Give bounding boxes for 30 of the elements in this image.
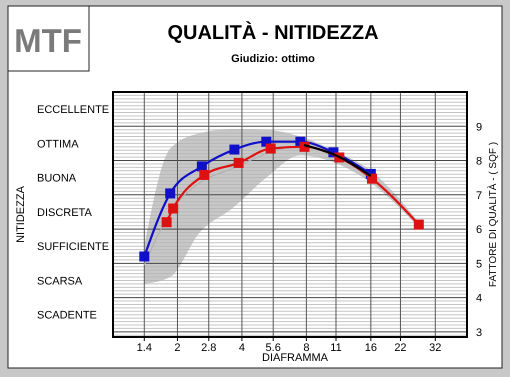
x-axis-title: DIAFRAMMA	[262, 352, 329, 364]
y-tick-label: 4	[476, 292, 482, 305]
text: SUFFICIENTE	[37, 241, 110, 254]
text: BUONA	[37, 172, 77, 185]
x-tick-label: 2	[174, 342, 181, 354]
text: ECCELLENTE	[37, 104, 110, 116]
x-tick-label: 11	[330, 342, 342, 354]
text: NITIDEZZA	[15, 185, 27, 243]
y-tick-label: 6	[476, 224, 482, 236]
x-tick-label: 1.4	[136, 342, 152, 354]
y-tick-label: 5	[476, 258, 482, 270]
y-tick-label: 8	[476, 156, 482, 168]
y-tick-label: 7	[476, 190, 482, 202]
chart-subtitle: Giudizio: ottimo	[231, 53, 316, 65]
x-tick-label: 16	[364, 342, 377, 354]
x-tick-label: 5.6	[266, 342, 281, 354]
text: SCARSA	[37, 275, 83, 288]
x-tick-label: 4	[238, 342, 245, 354]
x-tick-label: 22	[394, 342, 407, 354]
y-tick-label: 3	[476, 326, 482, 339]
x-tick-label: 8	[303, 342, 310, 354]
x-tick-label: 32	[429, 342, 442, 354]
y-axis-title: FATTORE DI QUALITÀ - ( SQF )	[487, 142, 499, 288]
text: SCADENTE	[37, 310, 97, 322]
y-tick-label: 9	[476, 121, 482, 134]
text: MTF	[14, 22, 82, 59]
chart-title: QUALITÀ - NITIDEZZA	[167, 21, 379, 44]
text: OTTIMA	[37, 138, 80, 150]
x-tick-label: 2.8	[201, 342, 216, 354]
text: DISCRETA	[37, 206, 92, 219]
